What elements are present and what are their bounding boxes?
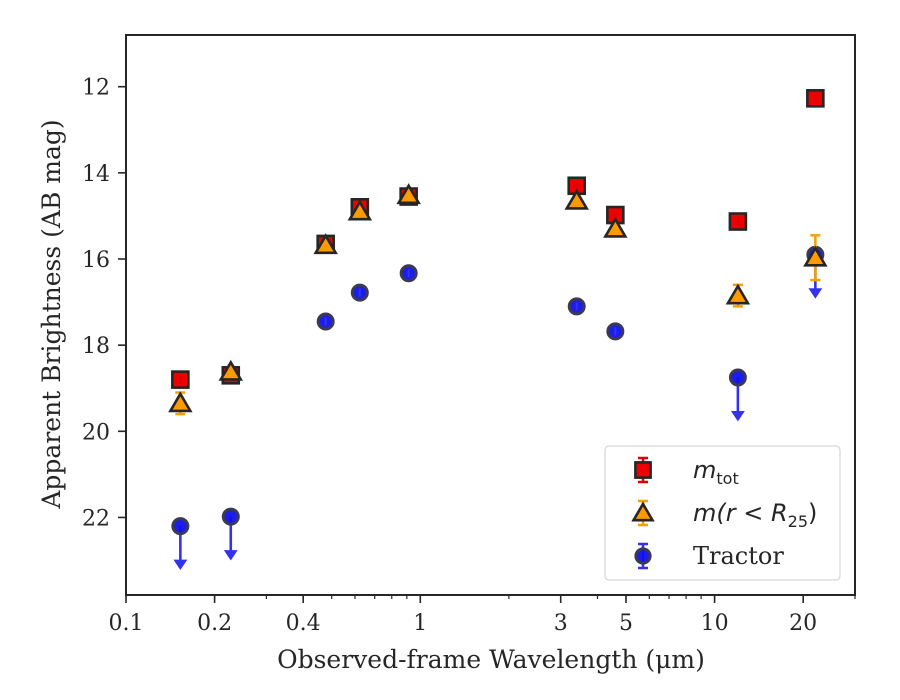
data-point: [728, 368, 747, 422]
data-point: [806, 89, 825, 108]
y-tick-label: 12: [82, 76, 110, 101]
y-tick-label: 14: [82, 162, 110, 187]
upper-limit-arrowhead: [808, 288, 823, 299]
data-point: [221, 507, 240, 561]
data-point: [603, 216, 628, 238]
y-tick-label: 18: [82, 334, 110, 359]
data-point: [350, 283, 369, 302]
point-marker: [728, 368, 747, 387]
series-square: [171, 89, 825, 389]
legend-label: mtot: [693, 456, 739, 488]
plot-frame: [125, 34, 856, 596]
x-tick-label: 1: [413, 611, 427, 636]
y-tick-label: 20: [82, 420, 110, 445]
legend-marker: [634, 547, 652, 565]
data-point: [728, 212, 748, 231]
upper-limit-arrowhead: [173, 559, 188, 570]
series-circle: [171, 245, 825, 570]
legend-label-subscript: tot: [716, 469, 738, 488]
data-point: [606, 322, 625, 341]
data-point: [803, 234, 828, 282]
data-point: [396, 183, 421, 205]
data-point: [218, 359, 244, 381]
data-point: [567, 297, 586, 316]
data-point: [168, 391, 193, 416]
point-marker: [221, 507, 240, 526]
series-triangle: [168, 183, 828, 416]
axes: 0.1 0.2 0.4 1 3 5 10 20 12 14 16 18 20 22: [82, 34, 856, 636]
data-point: [171, 517, 190, 570]
legend-marker: [631, 501, 655, 522]
y-axis-label: Apparent Brightness (AB mag): [37, 119, 66, 509]
legend-entry: m(r < R25): [631, 499, 817, 531]
data-point: [313, 233, 338, 255]
point-marker: [171, 517, 190, 536]
plot-area: [168, 89, 828, 570]
data-point: [347, 199, 373, 221]
x-tick-label: 10: [701, 611, 729, 636]
data-point: [171, 370, 190, 389]
data-point: [316, 312, 335, 331]
legend: mtot m(r < R25) Tractor: [604, 445, 841, 581]
x-tick-label: 0.2: [197, 611, 232, 636]
legend-label-tail: ): [808, 499, 817, 527]
x-axis-label: Observed-frame Wavelength (μm): [277, 645, 705, 674]
legend-entry: mtot: [634, 456, 739, 488]
legend-label-subscript: 25: [788, 512, 808, 531]
legend-marker: [634, 461, 652, 479]
legend-entry: Tractor: [634, 542, 784, 570]
legend-label: Tractor: [693, 542, 784, 570]
x-tick-label: 0.4: [286, 611, 321, 636]
data-point: [564, 188, 589, 210]
legend-label: m(r < R25): [693, 499, 817, 531]
legend-box: [604, 445, 841, 581]
upper-limit-arrowhead: [223, 550, 238, 561]
data-point: [399, 264, 418, 283]
data-point: [725, 283, 751, 308]
x-tick-label: 0.1: [109, 611, 144, 636]
y-tick-label: 16: [82, 248, 110, 273]
upper-limit-arrowhead: [730, 410, 745, 422]
x-tick-label: 20: [789, 611, 817, 636]
x-tick-label: 3: [554, 611, 568, 636]
legend-label-main: m(r < R: [693, 499, 788, 527]
y-tick-label: 22: [82, 506, 110, 531]
x-tick-label: 5: [619, 611, 633, 636]
legend-label-main: m: [693, 456, 716, 484]
